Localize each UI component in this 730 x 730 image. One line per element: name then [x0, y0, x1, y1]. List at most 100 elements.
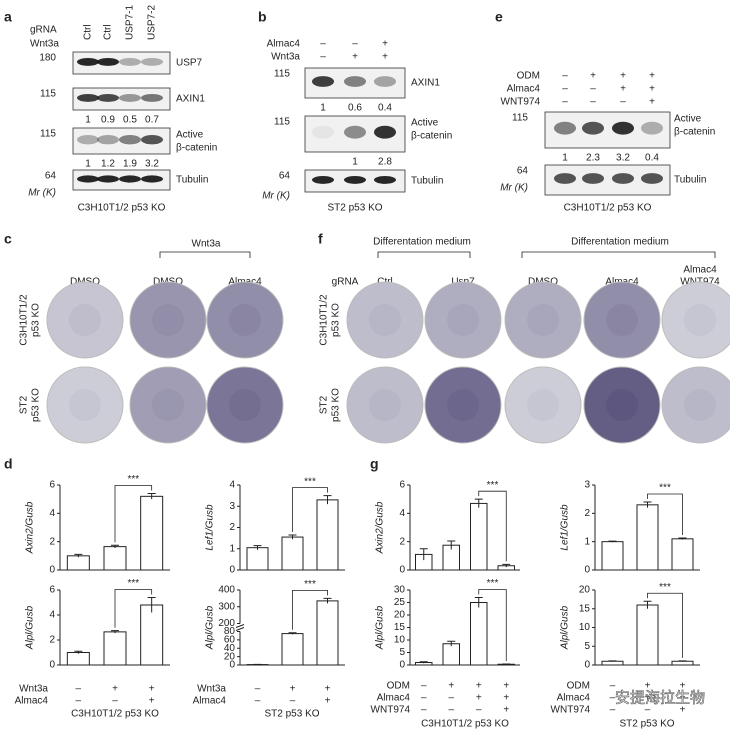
band	[141, 135, 163, 145]
condition-sign: –	[255, 684, 261, 695]
quantification: 3.2	[616, 153, 630, 164]
band	[312, 76, 334, 87]
plate-center	[606, 304, 638, 336]
y-axis-label: Lef1/Gusb	[205, 504, 216, 551]
condition-sign: –	[112, 696, 118, 707]
error-bar	[447, 640, 456, 647]
y-tick-label: 2	[49, 635, 55, 646]
band	[582, 121, 604, 135]
band	[374, 76, 396, 87]
significance-label: ***	[487, 480, 499, 491]
condition-sign: –	[448, 705, 454, 716]
band	[641, 173, 663, 184]
y-tick-label: 2	[49, 536, 55, 547]
bar	[601, 660, 624, 666]
y-tick-label: 2	[584, 508, 590, 519]
treatment-sign: +	[382, 52, 388, 63]
treatment-label: Wnt3a	[30, 39, 59, 50]
treatment-sign: +	[620, 71, 626, 82]
lane-label: USP7-1	[125, 5, 136, 40]
error-bar	[502, 563, 511, 568]
y-tick-label: 2	[229, 522, 235, 533]
panel-letter: d	[4, 456, 13, 472]
quantification: 2.3	[586, 153, 600, 164]
quantification: 0.9	[101, 115, 115, 126]
panel-caption: ST2 p53 KO	[327, 203, 382, 214]
grna-label: gRNA	[30, 25, 57, 36]
error-bar	[111, 630, 119, 634]
condition-label: Almac4	[193, 696, 227, 707]
treatment-label: Wnt3a	[271, 52, 300, 63]
significance-bracket	[647, 493, 683, 535]
plate-center	[606, 389, 638, 421]
row-label: ST2	[319, 395, 330, 414]
error-bar	[74, 553, 83, 558]
bar	[470, 502, 488, 571]
error-bar	[678, 537, 687, 540]
y-tick-label: 5	[584, 641, 590, 652]
mr-label: Mr (K)	[28, 188, 56, 199]
protein-label: AXIN1	[411, 78, 440, 89]
group-label: Differentation medium	[373, 237, 471, 248]
treatment-sign: –	[352, 39, 358, 50]
quantification: 1	[352, 157, 358, 168]
bar	[316, 600, 339, 666]
quantification: 0.4	[645, 153, 659, 164]
band	[141, 175, 163, 183]
panel-caption: C3H10T1/2 p53 KO	[71, 709, 159, 720]
quantification: 1	[85, 159, 91, 170]
treatment-sign: –	[320, 39, 326, 50]
condition-sign: –	[76, 684, 82, 695]
error-bar	[419, 548, 428, 561]
error-bar	[643, 600, 652, 609]
y-tick-label: 0	[399, 660, 405, 671]
error-bar	[474, 498, 483, 508]
treatment-sign: –	[620, 97, 626, 108]
band	[119, 57, 141, 66]
protein-label: β-catenin	[674, 127, 715, 138]
plate-center	[684, 304, 716, 336]
bar	[442, 643, 460, 666]
condition-sign: +	[325, 684, 331, 695]
error-bar	[608, 540, 617, 543]
bar	[316, 499, 339, 571]
y-tick-label: 300	[218, 601, 235, 612]
band	[612, 173, 634, 184]
band	[97, 135, 119, 145]
condition-label: Almac4	[557, 693, 591, 704]
mw-marker: 115	[40, 89, 56, 100]
axis-break	[235, 624, 245, 628]
condition-sign: –	[645, 705, 651, 716]
treatment-sign: +	[352, 52, 358, 63]
y-tick-label: 10	[394, 635, 406, 646]
band	[582, 173, 604, 184]
bar	[246, 547, 269, 571]
band	[554, 121, 576, 135]
y-axis-label: Alpl/Gusb	[375, 605, 386, 650]
bracket	[377, 251, 471, 258]
condition-sign: +	[149, 684, 155, 695]
quantification: 1.9	[123, 159, 137, 170]
panel-letter: a	[4, 9, 12, 25]
plate-center	[229, 304, 261, 336]
band	[119, 135, 141, 145]
error-bar	[474, 597, 483, 608]
bar	[66, 652, 90, 666]
plate-center	[69, 304, 101, 336]
treatment-sign: –	[590, 97, 596, 108]
bar	[66, 555, 90, 571]
mr-label: Mr (K)	[500, 183, 528, 194]
protein-label: Tubulin	[176, 175, 208, 186]
condition-label: WNT974	[371, 705, 411, 716]
y-tick-label: 30	[394, 585, 406, 596]
row-label: p53 KO	[31, 388, 42, 422]
plate-center	[447, 304, 479, 336]
band	[312, 175, 334, 184]
condition-sign: +	[448, 681, 454, 692]
mw-marker: 115	[512, 113, 528, 124]
quantification: 0.5	[123, 115, 137, 126]
panel-caption: C3H10T1/2 p53 KO	[564, 203, 652, 214]
y-axis-label: Alpl/Gusb	[560, 605, 571, 650]
condition-sign: –	[610, 681, 616, 692]
